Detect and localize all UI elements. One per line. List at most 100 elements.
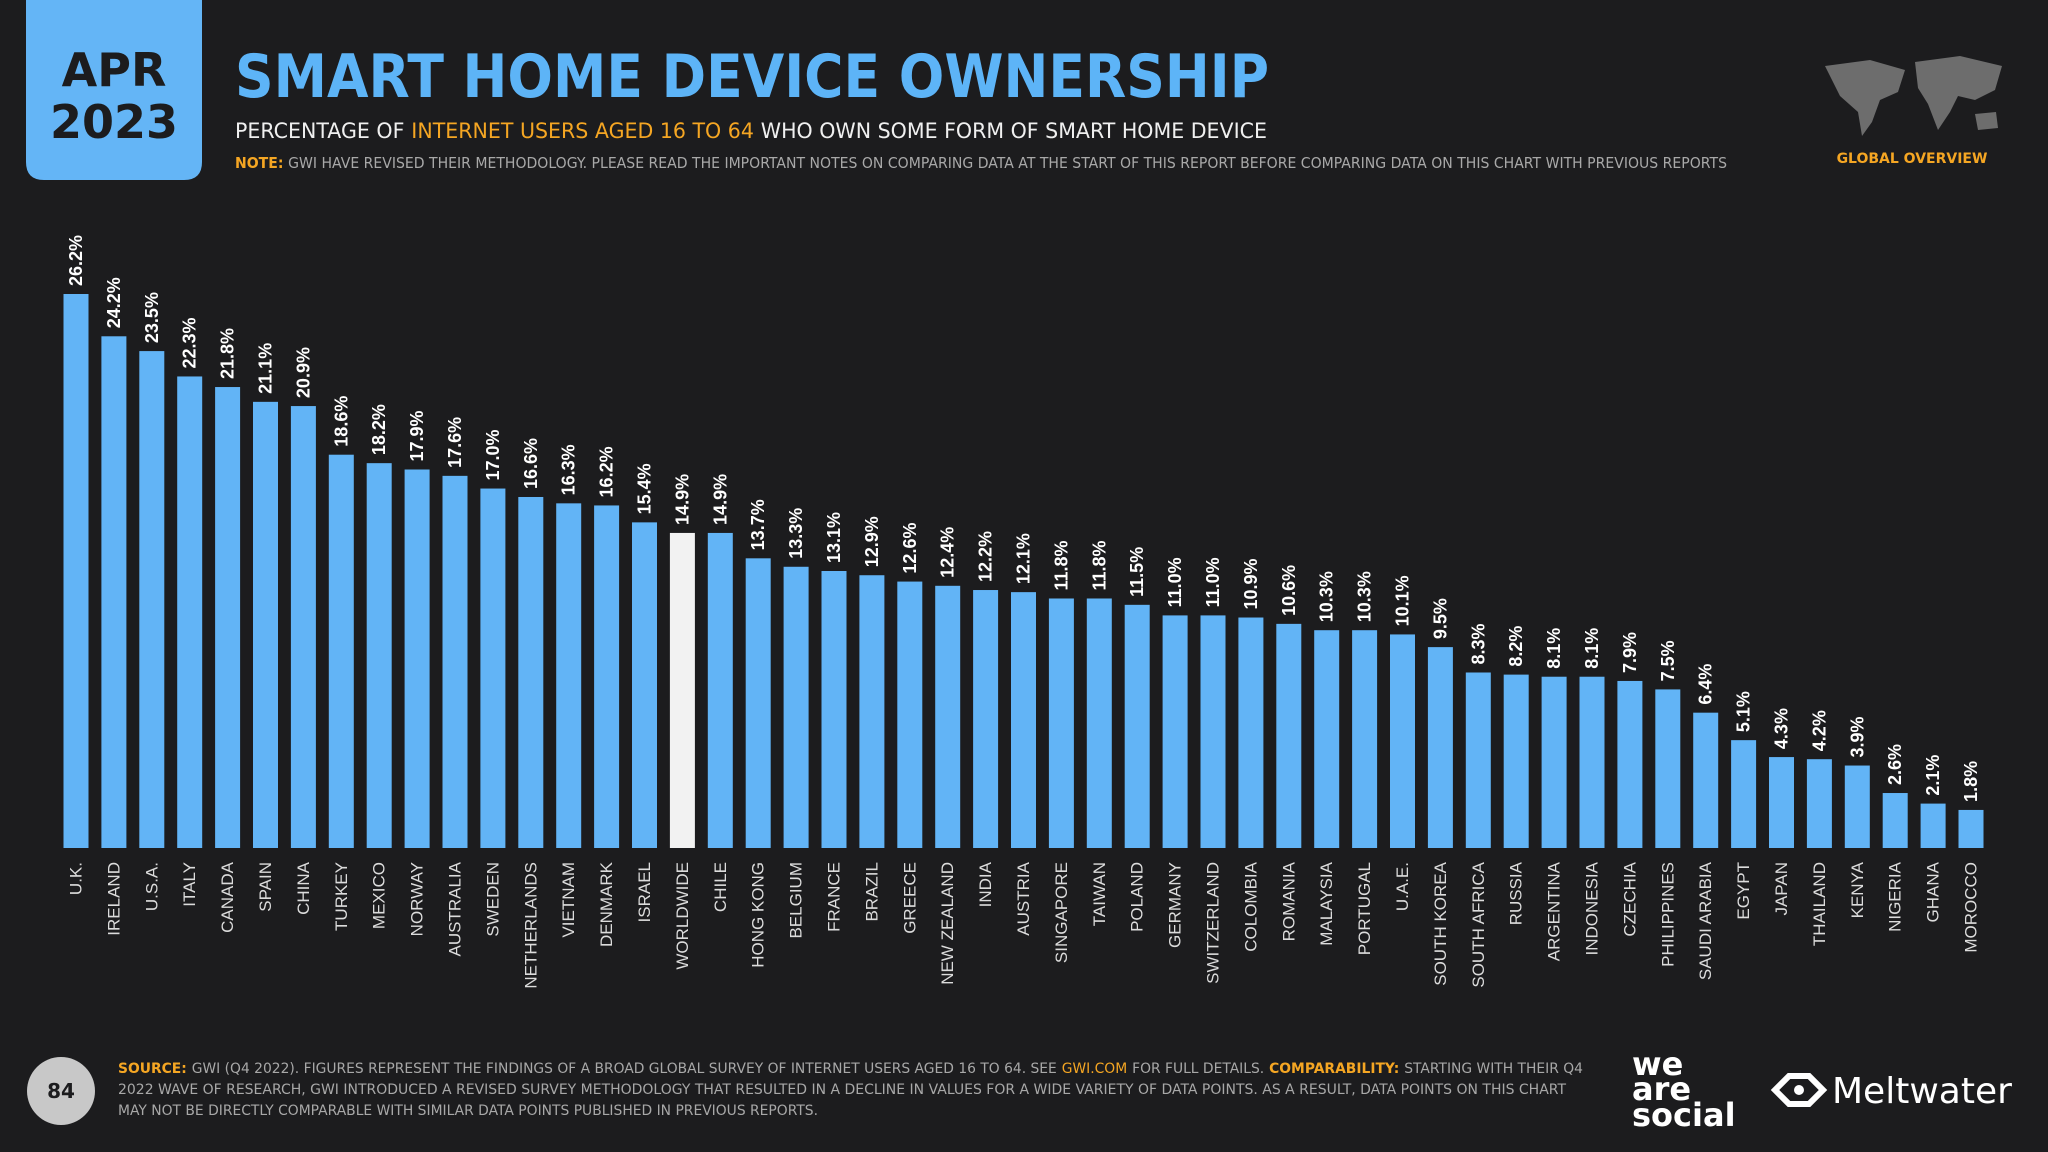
bar bbox=[1579, 676, 1605, 848]
subtitle: PERCENTAGE OF INTERNET USERS AGED 16 TO 6… bbox=[235, 119, 1267, 143]
value-label: 15.4% bbox=[635, 463, 655, 514]
date-month: APR bbox=[62, 43, 167, 97]
category-label: GERMANY bbox=[1166, 862, 1185, 948]
bar-chart: 26.2% U.K. 24.2% IRELAND 23.5% U.S.A. 22.3% ITA… bbox=[63, 235, 1984, 989]
category-label: IRELAND bbox=[104, 862, 123, 936]
world-map bbox=[1825, 56, 2002, 136]
category-label: MOROCCO bbox=[1962, 862, 1981, 953]
category-label: CZECHIA bbox=[1620, 861, 1639, 936]
value-label: 8.2% bbox=[1506, 626, 1526, 667]
value-label: 10.1% bbox=[1393, 575, 1413, 626]
category-label: WORLDWIDE bbox=[673, 862, 692, 970]
bar bbox=[404, 469, 430, 848]
category-label: NEW ZEALAND bbox=[938, 862, 957, 985]
bar bbox=[632, 522, 657, 848]
bar bbox=[101, 336, 127, 848]
date-box bbox=[26, 0, 202, 180]
value-label: 21.8% bbox=[218, 328, 238, 379]
value-label: 14.9% bbox=[710, 474, 730, 525]
value-label: 17.6% bbox=[445, 417, 465, 468]
bar bbox=[973, 590, 999, 848]
source-label: SOURCE: bbox=[118, 1061, 187, 1077]
bar bbox=[859, 575, 885, 848]
bar bbox=[1314, 630, 1340, 848]
category-label: SWEDEN bbox=[483, 862, 502, 937]
bar bbox=[518, 496, 544, 848]
bar bbox=[366, 463, 392, 848]
logo-icon bbox=[1794, 1085, 1804, 1095]
bar bbox=[897, 581, 923, 848]
value-label: 8.3% bbox=[1468, 623, 1488, 664]
category-label: NORWAY bbox=[408, 862, 427, 936]
bar bbox=[1238, 617, 1264, 848]
category-label: VIETNAM bbox=[559, 862, 578, 938]
comparability-label: COMPARABILITY: bbox=[1269, 1061, 1399, 1077]
bar bbox=[1427, 647, 1453, 848]
note: NOTE: GWI HAVE REVISED THEIR METHODOLOGY.… bbox=[235, 154, 1727, 172]
value-label: 14.9% bbox=[672, 474, 692, 525]
bar bbox=[1503, 674, 1529, 848]
category-label: SPAIN bbox=[256, 862, 275, 912]
logo-text: are bbox=[1632, 1070, 1691, 1108]
value-label: 2.1% bbox=[1923, 755, 1943, 796]
value-label: 16.6% bbox=[521, 438, 541, 489]
page-badge bbox=[27, 1057, 95, 1125]
bar bbox=[1276, 623, 1302, 848]
value-label: 9.5% bbox=[1430, 598, 1450, 639]
bar bbox=[1200, 615, 1226, 848]
value-label: 11.8% bbox=[1051, 540, 1071, 590]
source-text: FOR FULL DETAILS. bbox=[1132, 1061, 1264, 1077]
bar bbox=[177, 376, 203, 848]
bar bbox=[935, 585, 961, 848]
value-label: 7.9% bbox=[1620, 632, 1640, 673]
note-text: GWI HAVE REVISED THEIR METHODOLOGY. PLEA… bbox=[288, 154, 1727, 172]
map-oceania bbox=[1975, 112, 1998, 130]
value-label: 18.2% bbox=[369, 404, 389, 455]
category-label: PORTUGAL bbox=[1355, 862, 1374, 955]
bar bbox=[1390, 634, 1415, 848]
category-label: U.A.E. bbox=[1393, 862, 1412, 911]
bar bbox=[253, 401, 278, 848]
value-label: 10.6% bbox=[1279, 565, 1299, 616]
value-label: 18.6% bbox=[331, 396, 351, 447]
source-notes: SOURCE: GWI (Q4 2022). FIGURES REPRESENT … bbox=[118, 1061, 1583, 1119]
subtitle-highlight: INTERNET USERS AGED 16 TO 64 bbox=[411, 119, 754, 143]
category-label: THAILAND bbox=[1810, 862, 1829, 946]
value-label: 1.8% bbox=[1961, 761, 1981, 802]
bar bbox=[1011, 592, 1036, 848]
bar bbox=[594, 505, 620, 848]
bar bbox=[328, 454, 354, 848]
category-label: GHANA bbox=[1924, 861, 1943, 922]
bar bbox=[1920, 803, 1946, 848]
page-number: 84 bbox=[47, 1079, 75, 1103]
bar bbox=[1048, 598, 1074, 848]
value-label: 8.1% bbox=[1582, 628, 1602, 669]
bar bbox=[1844, 765, 1870, 848]
category-label: BELGIUM bbox=[787, 862, 806, 939]
value-label: 12.1% bbox=[1014, 533, 1034, 584]
value-label: 4.2% bbox=[1809, 710, 1829, 751]
category-label: NETHERLANDS bbox=[521, 862, 540, 989]
category-label: SOUTH AFRICA bbox=[1469, 861, 1488, 987]
value-label: 26.2% bbox=[66, 235, 86, 286]
value-label: 12.6% bbox=[900, 523, 920, 574]
category-label: KENYA bbox=[1848, 861, 1867, 918]
bar bbox=[1655, 689, 1681, 848]
value-label: 17.9% bbox=[407, 410, 427, 461]
value-label: 4.3% bbox=[1772, 708, 1792, 749]
category-label: INDIA bbox=[976, 861, 995, 907]
bar bbox=[480, 488, 506, 848]
value-label: 21.1% bbox=[256, 343, 276, 394]
bar bbox=[1124, 604, 1150, 848]
value-label: 23.5% bbox=[142, 292, 162, 343]
map-americas bbox=[1825, 60, 1905, 136]
value-label: 12.2% bbox=[976, 531, 996, 582]
category-label: SOUTH KOREA bbox=[1431, 861, 1450, 985]
category-label: ROMANIA bbox=[1279, 861, 1298, 941]
bar bbox=[707, 532, 733, 848]
category-label: U.K. bbox=[67, 862, 86, 895]
bar bbox=[1958, 809, 1984, 848]
map-eurasia-africa bbox=[1915, 56, 2002, 130]
value-label: 13.1% bbox=[824, 512, 844, 563]
